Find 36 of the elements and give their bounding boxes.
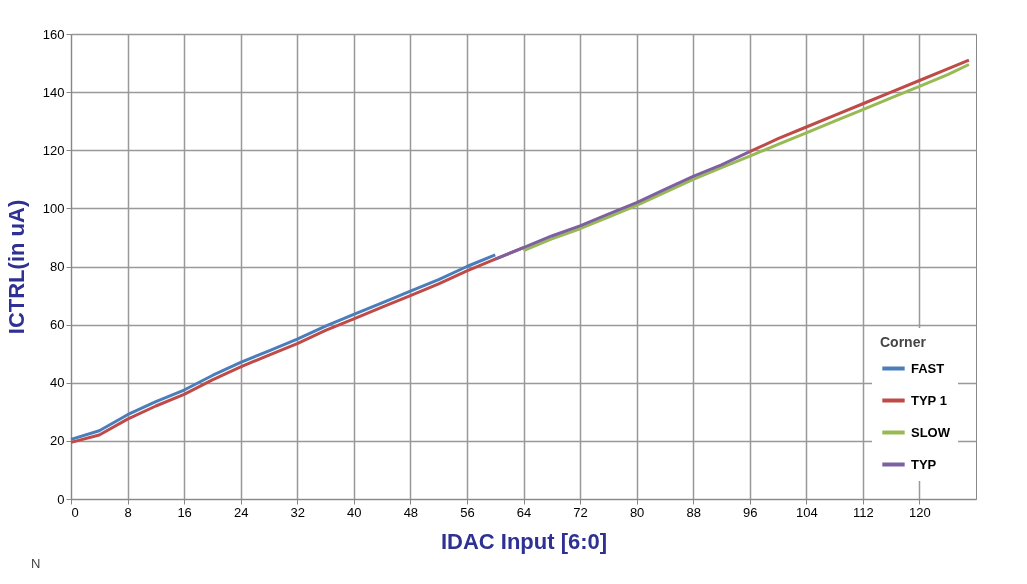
x-tick-label: 32 [290,504,305,520]
y-tick-label: 120 [42,142,65,158]
text: N [31,556,41,571]
x-tick-label: 88 [686,504,701,520]
x-tick-label: 72 [573,504,588,520]
legend-label: FAST [911,360,945,376]
x-tick-label: 0 [71,504,79,520]
legend-label: TYP 1 [911,392,947,408]
line-series [493,150,752,261]
y-tick-label: 160 [42,26,65,42]
x-tick-label: 112 [853,504,874,520]
legend-label: SLOW [911,424,951,440]
x-tick-label: 80 [629,504,645,520]
line-series [522,63,971,253]
y-tick-label: 40 [50,375,65,391]
x-tick-label: 40 [347,504,362,520]
y-tick-label: 80 [50,259,65,274]
y-tick-label: 20 [50,433,65,449]
legend-title: Corner [880,334,927,350]
x-tick-label: 16 [177,504,192,520]
x-tick-label: 8 [124,504,132,520]
y-tick-label: 0 [57,491,65,507]
y-tick-label: 100 [42,200,65,216]
legend-label: TYP [911,456,937,472]
x-tick-label: 56 [460,504,475,520]
x-tick-label: 96 [743,504,758,520]
y-tick-label: 60 [50,317,65,333]
line-series [69,253,497,441]
x-tick-label: 104 [795,504,818,520]
x-tick-label: 48 [403,504,419,520]
x-axis-title: IDAC Input [6:0] [440,528,608,554]
x-tick-label: 24 [233,504,249,520]
x-tick-label: 120 [909,504,931,520]
y-tick-label: 140 [42,84,65,100]
y-axis-title: ICTRL(in uA) [3,199,29,335]
x-tick-label: 64 [516,504,532,520]
